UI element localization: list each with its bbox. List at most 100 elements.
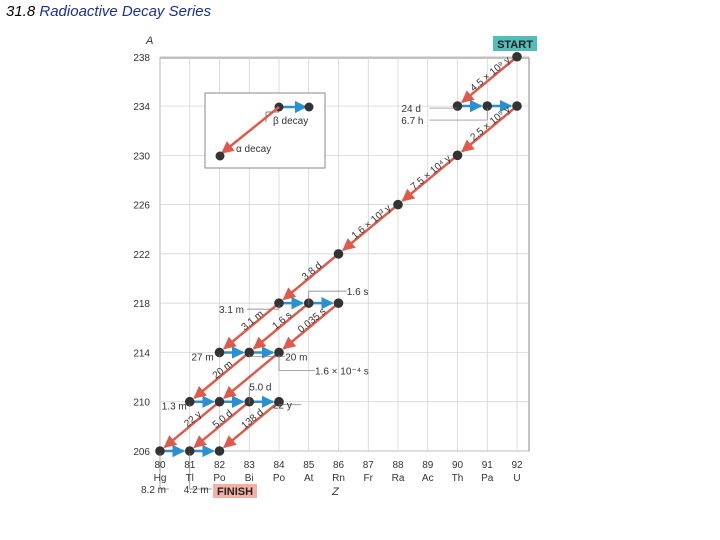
x-axis: 80Hg81Tl82Po83Bi84Po85At86Rn87Fr88Ra89Ac… xyxy=(154,460,523,484)
finish-badge: FINISH xyxy=(213,484,257,498)
nuclide-node xyxy=(274,396,284,407)
beta-halflife-callouts: 24 d6.7 h1.6 s3.1 m27 m 20 m1.6 × 10⁻⁴ s5… xyxy=(141,104,488,496)
nuclide-node xyxy=(452,101,463,111)
beta-halflife-callout: 22 y xyxy=(273,401,292,412)
slide-title: 31.8 Radioactive Decay Series xyxy=(6,3,211,20)
y-tick-label: 234 xyxy=(133,102,150,113)
beta-halflife-callout: 6.7 h xyxy=(401,116,423,127)
x-tick-number: 82 xyxy=(214,460,226,471)
alpha-halflife-label: 1.6 s xyxy=(271,310,295,332)
y-axis-title: A xyxy=(145,35,153,47)
alpha-halflife-label: 138 d xyxy=(240,407,266,431)
y-tick-label: 206 xyxy=(133,447,150,458)
beta-halflife-callout: 8.2 m xyxy=(141,485,166,496)
nuclide-node xyxy=(244,347,255,358)
x-tick-symbol: Ac xyxy=(422,473,434,484)
grid xyxy=(159,56,529,452)
beta-halflife-callout: 20 m xyxy=(285,352,307,363)
x-tick-number: 89 xyxy=(422,460,434,471)
slide-title-number: 31.8 xyxy=(6,3,36,20)
y-tick-label: 210 xyxy=(133,398,150,409)
x-tick-symbol: Bi xyxy=(245,473,254,484)
alpha-halflife-label: 7.5 × 10⁴ y xyxy=(409,153,453,192)
finish-badge-label: FINISH xyxy=(217,486,253,498)
nuclide-node xyxy=(184,446,195,456)
alpha-arrow xyxy=(461,55,518,104)
x-tick-number: 83 xyxy=(244,460,256,471)
x-axis-title: Z xyxy=(331,486,340,498)
y-tick-label: 226 xyxy=(133,201,150,212)
x-tick-symbol: At xyxy=(304,473,314,484)
beta-halflife-callout: 27 m xyxy=(192,352,214,363)
alpha-arrow xyxy=(282,252,340,301)
x-tick-number: 88 xyxy=(392,460,404,471)
nuclide-node xyxy=(274,298,284,308)
start-badge-bg xyxy=(493,36,537,51)
legend-node xyxy=(304,102,314,112)
alpha-arrow xyxy=(282,302,340,350)
alpha-arrows xyxy=(163,55,518,449)
beta-halflife-callout: 24 d xyxy=(402,104,421,115)
alpha-halflife-label: 20 m xyxy=(211,359,235,382)
alpha-arrow xyxy=(193,351,251,399)
nuclide-node xyxy=(333,298,344,308)
beta-halflife-callout: 1.6 s xyxy=(347,287,369,298)
nuclide-nodes xyxy=(155,51,522,456)
x-tick-symbol: U xyxy=(513,473,520,484)
nuclide-node xyxy=(155,446,165,456)
nuclide-node xyxy=(184,396,195,407)
x-tick-symbol: Th xyxy=(452,473,464,484)
alpha-halflife-label: 2.5 × 10⁵ y xyxy=(469,104,513,143)
alpha-halflife-label: 1.6 × 10³ y xyxy=(350,203,394,242)
beta-halflife-callout: 1.6 × 10⁻⁴ s xyxy=(315,366,369,377)
alpha-arrow xyxy=(342,203,399,252)
alpha-arrow xyxy=(461,105,518,153)
nuclide-node xyxy=(214,396,225,407)
nuclide-node xyxy=(214,446,225,456)
beta-halflife-callout: 1.3 m xyxy=(162,402,187,413)
alpha-arrow xyxy=(163,400,221,449)
nuclide-node xyxy=(512,51,522,62)
y-tick-label: 214 xyxy=(133,348,150,359)
alpha-halflife-label: 3.8 d xyxy=(300,260,324,283)
x-tick-symbol: Rn xyxy=(332,473,345,484)
x-tick-number: 87 xyxy=(363,460,375,471)
start-badge: START xyxy=(493,36,537,51)
x-tick-symbol: Po xyxy=(273,473,286,484)
legend-beta-label: β decay xyxy=(273,116,308,127)
slide-title-text: Radioactive Decay Series xyxy=(39,3,212,20)
x-tick-number: 86 xyxy=(333,460,345,471)
x-tick-symbol: Fr xyxy=(364,473,374,484)
alpha-arrow xyxy=(223,302,280,350)
nuclide-node xyxy=(214,347,225,358)
y-tick-label: 230 xyxy=(133,151,150,162)
alpha-halflife-label: 5.0 d xyxy=(211,408,235,431)
nuclide-node xyxy=(393,199,403,210)
legend: β decay α decay xyxy=(204,92,326,169)
alpha-arrow xyxy=(252,302,310,350)
alpha-halflife-label: 4.5 × 10⁹ y xyxy=(468,55,512,94)
nuclide-node xyxy=(452,150,463,161)
beta-halflife-callout: 4.2 m xyxy=(184,485,209,496)
legend-alpha-arrow xyxy=(221,106,280,154)
alpha-arrow xyxy=(193,400,251,449)
x-tick-number: 85 xyxy=(303,460,315,471)
legend-node xyxy=(215,151,225,161)
alpha-arrow xyxy=(223,351,280,399)
alpha-arrow xyxy=(401,154,459,202)
x-tick-symbol: Po xyxy=(213,473,226,484)
x-tick-symbol: Pa xyxy=(481,473,494,484)
nuclide-node xyxy=(274,347,284,358)
x-tick-number: 90 xyxy=(452,460,464,471)
nuclide-node xyxy=(512,101,522,111)
y-tick-label: 238 xyxy=(133,53,150,64)
nuclide-node xyxy=(482,101,493,111)
legend-alpha-label: α decay xyxy=(236,144,271,155)
x-tick-number: 84 xyxy=(273,460,285,471)
y-axis: 238 234 230 226 222 218 214 210 206 xyxy=(133,53,150,458)
beta-halflife-callout: 5.0 d xyxy=(249,383,271,394)
x-tick-number: 92 xyxy=(511,460,523,471)
alpha-arrow xyxy=(223,400,280,449)
y-tick-label: 218 xyxy=(133,299,150,310)
